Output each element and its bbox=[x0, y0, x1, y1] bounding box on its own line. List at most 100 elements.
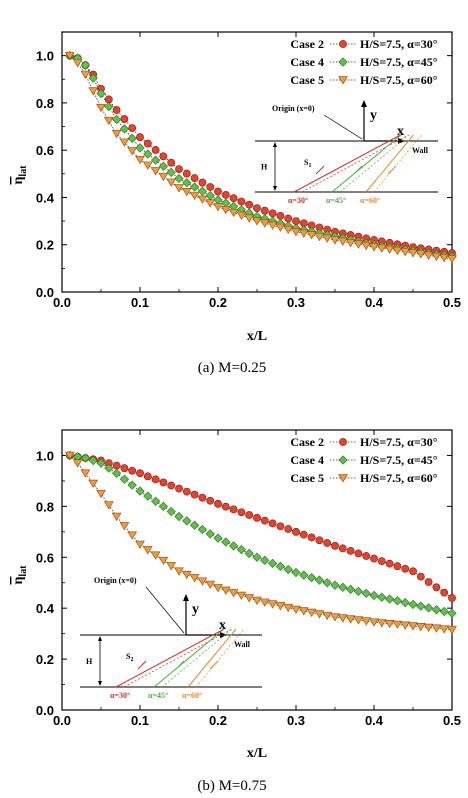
legend-series-label: H/S=7.5, α=30° bbox=[360, 435, 438, 449]
y-tick-label: 1.0 bbox=[36, 448, 54, 463]
data-point bbox=[283, 603, 294, 613]
y-tick-label: 0.8 bbox=[36, 96, 54, 111]
data-point bbox=[268, 209, 277, 218]
data-point bbox=[408, 599, 418, 609]
data-point bbox=[112, 461, 121, 470]
data-point bbox=[377, 557, 386, 565]
inset-origin-pointer bbox=[145, 586, 185, 634]
data-point bbox=[213, 533, 223, 543]
data-point bbox=[96, 489, 106, 499]
data-point bbox=[151, 146, 160, 154]
data-point bbox=[111, 114, 122, 125]
data-point bbox=[314, 575, 325, 585]
data-point bbox=[150, 551, 161, 560]
series-case-2 bbox=[65, 451, 456, 602]
data-point bbox=[345, 239, 356, 248]
data-point bbox=[166, 178, 177, 187]
data-point bbox=[213, 203, 223, 212]
data-point bbox=[314, 610, 325, 619]
data-point bbox=[376, 619, 387, 628]
data-point bbox=[447, 255, 457, 264]
data-point bbox=[80, 469, 91, 478]
data-point bbox=[236, 545, 247, 555]
data-point bbox=[384, 594, 395, 604]
x-axis-label: x/L bbox=[247, 329, 267, 344]
data-point bbox=[135, 540, 145, 550]
data-point bbox=[205, 190, 215, 201]
legend-case-label: Case 4 bbox=[290, 55, 324, 69]
data-point bbox=[283, 564, 293, 575]
data-point bbox=[112, 106, 121, 114]
inset-jet-line-dashed bbox=[195, 628, 245, 688]
data-point bbox=[72, 58, 83, 68]
data-point bbox=[189, 182, 200, 192]
data-point bbox=[259, 598, 270, 607]
inset-jet-line-dashed bbox=[373, 134, 422, 193]
inset-h-label: H bbox=[261, 163, 268, 172]
inset-jet-line bbox=[187, 628, 237, 688]
data-point bbox=[322, 611, 333, 621]
inset-jet-line-dashed bbox=[301, 134, 409, 193]
y-tick-label: 0.8 bbox=[36, 499, 54, 514]
data-point bbox=[150, 155, 161, 165]
data-point bbox=[228, 589, 239, 598]
data-point bbox=[306, 231, 317, 240]
data-point bbox=[181, 570, 192, 580]
inset-flow-arrow bbox=[315, 165, 325, 175]
data-point bbox=[228, 541, 239, 551]
legend-case-label: Case 5 bbox=[290, 471, 324, 485]
data-point bbox=[345, 615, 356, 624]
data-point bbox=[275, 223, 286, 232]
inset-h-arrow-bottom bbox=[273, 186, 277, 191]
inset-jet-line bbox=[365, 134, 414, 193]
data-point bbox=[408, 622, 418, 631]
inset-angle-label: α=45° bbox=[326, 196, 346, 205]
inset-jet-line bbox=[115, 628, 225, 688]
panel-caption: (a) M=0.25 bbox=[198, 360, 266, 376]
data-point bbox=[244, 548, 254, 559]
data-point bbox=[306, 608, 317, 617]
data-point bbox=[189, 520, 200, 530]
data-point bbox=[205, 529, 215, 539]
inset-angle-label: α=30° bbox=[288, 196, 308, 205]
data-point bbox=[220, 206, 231, 215]
data-point bbox=[392, 596, 403, 606]
data-point bbox=[353, 240, 364, 249]
data-point bbox=[229, 505, 238, 514]
data-point bbox=[88, 479, 99, 488]
inset-s-label: S2 bbox=[126, 652, 133, 663]
x-tick-label: 0.1 bbox=[131, 713, 149, 728]
inset-wall-label: Wall bbox=[412, 146, 429, 155]
inset-origin-label: Origin (x=0) bbox=[272, 104, 315, 113]
inset-angle-label: α=30° bbox=[110, 691, 130, 700]
data-point bbox=[119, 474, 130, 484]
data-point bbox=[439, 625, 450, 634]
inset-h-label: H bbox=[86, 657, 93, 666]
data-point bbox=[197, 195, 208, 204]
legend-marker bbox=[339, 40, 347, 48]
data-point bbox=[439, 253, 450, 263]
legend-marker bbox=[339, 438, 347, 446]
data-point bbox=[353, 586, 364, 597]
data-point bbox=[189, 191, 200, 201]
inset-flow-arrow bbox=[387, 165, 397, 175]
data-point bbox=[166, 167, 176, 178]
data-point bbox=[96, 103, 106, 113]
data-point bbox=[236, 211, 247, 220]
legend-marker bbox=[338, 455, 348, 465]
legend-series-label: H/S=7.5, α=60° bbox=[360, 73, 438, 87]
y-tick-label: 0.6 bbox=[36, 550, 54, 565]
data-point bbox=[377, 592, 387, 602]
data-point bbox=[111, 468, 122, 478]
data-point bbox=[150, 167, 161, 176]
data-point bbox=[197, 577, 208, 586]
x-tick-label: 0.0 bbox=[53, 295, 71, 310]
data-point bbox=[182, 178, 192, 188]
data-point bbox=[338, 582, 348, 592]
data-point bbox=[88, 455, 98, 466]
inset-y-label: y bbox=[370, 108, 377, 123]
y-axis-label: ηlat bbox=[11, 565, 29, 585]
data-point bbox=[306, 573, 317, 583]
data-point bbox=[361, 241, 372, 251]
